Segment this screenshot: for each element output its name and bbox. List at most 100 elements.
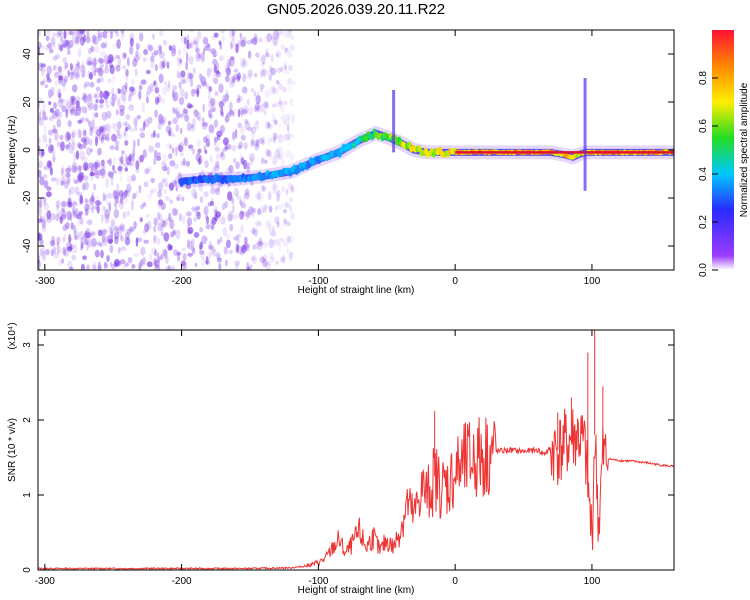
spectrogram-noise-mark: [169, 144, 172, 150]
spectrogram-noise-mark: [54, 111, 58, 116]
spectrogram-noise-mark: [131, 196, 134, 205]
spectrogram-noise-mark: [270, 184, 275, 194]
spectrogram-noise-mark: [261, 54, 266, 65]
spectrogram-noise-mark: [102, 165, 106, 171]
spectrogram-noise-mark: [224, 233, 231, 239]
colorbar-gradient: [712, 30, 734, 270]
spectrogram-noise-mark: [154, 50, 159, 56]
spectrogram-noise-mark: [253, 91, 257, 97]
spectrogram-noise-mark: [134, 118, 138, 128]
spectrogram-noise-mark: [287, 132, 291, 141]
spectrogram-noise-mark: [39, 176, 45, 186]
spectrogram-noise-mark: [158, 213, 163, 222]
spectrogram-noise-mark: [90, 45, 95, 53]
spectrogram-noise-mark: [202, 122, 209, 127]
spectrogram-noise-mark: [230, 56, 235, 61]
spectrogram-noise-mark: [82, 255, 87, 260]
spectrogram-noise-mark: [228, 57, 235, 67]
spectrogram-noise-mark: [71, 33, 76, 43]
spectrogram-noise-mark: [38, 46, 41, 56]
snr-ytick-label: 0: [22, 567, 33, 573]
spectrogram-noise-mark: [150, 190, 153, 195]
spectrogram-noise-mark: [247, 243, 251, 248]
spectrogram-noise-mark: [94, 67, 100, 73]
spectrogram-noise-mark: [63, 75, 68, 83]
spectrogram-noise-mark: [237, 144, 243, 150]
spectrogram-noise-mark: [193, 216, 197, 222]
spectrogram-noise-mark: [257, 240, 264, 246]
spectrogram-noise-mark: [105, 63, 108, 69]
spectrogram-noise-mark: [233, 158, 237, 164]
spectrogram-noise-mark: [229, 101, 233, 111]
spectrogram-noise-mark: [57, 30, 63, 36]
spectrogram-noise-mark: [72, 210, 77, 217]
spectrogram-noise-mark: [278, 242, 282, 252]
spectrogram-noise-mark: [88, 203, 95, 211]
spectrogram-noise-mark: [203, 191, 209, 198]
spectrogram-noise-mark: [268, 73, 273, 81]
spectrogram-noise-mark: [243, 192, 250, 200]
spectrogram-noise-mark: [55, 200, 61, 209]
spectrogram-noise-mark: [71, 97, 77, 106]
spectrogram-noise-mark: [54, 131, 59, 141]
spectrogram-noise-mark: [52, 128, 58, 134]
spectrogram-noise-mark: [236, 192, 239, 200]
spectrogram-noise-mark: [229, 79, 235, 88]
spectrogram-noise-mark: [186, 239, 190, 249]
spectrogram-noise-mark: [102, 30, 108, 39]
spectrogram-noise-mark: [231, 31, 235, 41]
spectrogram-noise-mark: [289, 97, 293, 107]
spectrogram-noise-mark: [197, 116, 202, 122]
spectrogram-noise-mark: [182, 45, 188, 55]
spectrogram-noise-mark: [68, 188, 72, 197]
spectrogram-noise-mark: [73, 67, 80, 78]
spectrogram-noise-mark: [190, 41, 193, 49]
spectrogram-noise-mark: [95, 136, 98, 147]
spectrogram-noise-mark: [284, 47, 288, 56]
spectrogram-noise-mark: [197, 148, 202, 154]
snr-ytick-label: 1: [22, 492, 33, 498]
spectrogram-noise-mark: [93, 36, 99, 46]
spectrogram-noise-mark: [192, 117, 197, 127]
spectrogram-noise-mark: [144, 168, 150, 175]
spectrogram-noise-mark: [38, 218, 43, 223]
spectrogram-noise-mark: [165, 255, 169, 265]
spectrogram-noise-mark: [270, 252, 274, 260]
spectrogram-noise-mark: [235, 234, 242, 239]
spectrogram-noise-mark: [73, 207, 78, 217]
spectrogram-noise-mark: [287, 50, 293, 59]
spectrogram-noise-mark: [210, 48, 217, 55]
spectrogram-noise-mark: [254, 102, 260, 111]
spectrogram-noise-mark: [218, 100, 224, 108]
spectrogram-noise-mark: [156, 156, 162, 161]
spectrogram-noise-mark: [119, 89, 122, 94]
spectrogram-noise-mark: [145, 91, 149, 98]
spectrogram-noise-mark: [45, 116, 48, 121]
spectrogram-noise-mark: [99, 99, 105, 104]
spectrogram-noise-mark: [276, 67, 282, 74]
spectrogram-noise-mark: [102, 192, 105, 202]
spectrogram-noise-mark: [66, 177, 70, 186]
spectrogram-noise-mark: [226, 167, 232, 176]
spectrogram-noise-mark: [99, 31, 105, 38]
spectrogram-noise-mark: [62, 224, 68, 232]
spectrogram-noise-mark: [190, 78, 194, 88]
spectrogram-noise-mark: [182, 262, 187, 270]
spectrogram-noise-mark: [85, 204, 90, 215]
spectrogram-noise-mark: [232, 203, 235, 214]
spectrogram-noise-mark: [137, 138, 140, 147]
spectrogram-noise-mark: [234, 128, 238, 139]
spectrogram-noise-mark: [106, 169, 112, 177]
spectrogram-noise-mark: [282, 86, 287, 93]
spectrogram-noise-mark: [291, 113, 295, 124]
spectrogram-noise-mark: [139, 217, 143, 223]
spectrogram-noise-mark: [121, 224, 126, 232]
spectrogram-noise-mark: [99, 126, 105, 132]
spectrogram-noise-mark: [118, 225, 123, 231]
spectrogram-noise-mark: [82, 129, 87, 138]
spectrogram-noise-mark: [193, 232, 200, 238]
spectrogram-noise-mark: [79, 217, 84, 225]
spectrogram-noise-mark: [65, 144, 69, 149]
spectrogram-noise-mark: [175, 186, 178, 192]
